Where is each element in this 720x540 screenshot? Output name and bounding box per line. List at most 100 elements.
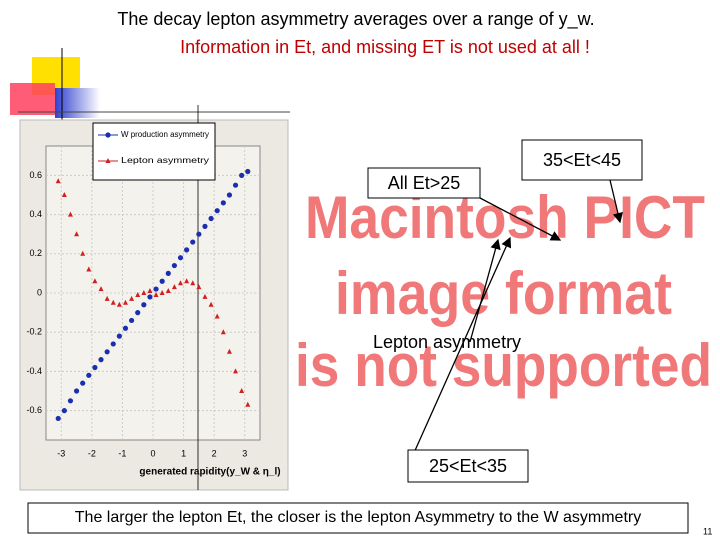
point: [214, 313, 220, 319]
deco-square: [10, 83, 55, 115]
placeholder-line: Macintosh PICT: [305, 184, 705, 251]
point: [239, 388, 245, 393]
arrows: [412, 179, 623, 456]
point: [147, 288, 153, 294]
point: [129, 317, 135, 324]
y-tick-label: 0.4: [29, 209, 42, 219]
label: 25<Et<35: [429, 456, 507, 476]
point: [61, 408, 67, 414]
point: [98, 286, 104, 292]
point: [122, 325, 129, 331]
x-tick-label: 1: [181, 448, 186, 458]
point: [245, 168, 251, 175]
point: [153, 286, 159, 292]
point: [61, 192, 67, 197]
point: [226, 192, 233, 198]
placeholder-line: is not supported: [295, 332, 712, 399]
point: [141, 302, 147, 308]
point: [214, 208, 220, 214]
y-tick-label: -0.2: [26, 327, 42, 337]
point: [239, 172, 245, 178]
label: 35<Et<45: [543, 150, 621, 170]
point: [116, 301, 122, 307]
x-tick-label: 2: [212, 448, 217, 458]
y-tick-label: -0.6: [26, 405, 42, 415]
point: [86, 372, 92, 378]
point: [55, 178, 61, 184]
point: [226, 348, 232, 354]
point: [245, 401, 251, 407]
point: [74, 231, 80, 237]
y-tick-label: 0.6: [29, 170, 42, 180]
label: All Et>25: [388, 173, 461, 193]
point: [67, 398, 74, 404]
arrow: [469, 238, 501, 343]
point: [190, 280, 196, 286]
label-box: [407, 449, 529, 483]
label-box: [367, 167, 481, 199]
point: [135, 310, 141, 316]
subtitle: Information in Et, and missing ET is not…: [180, 37, 590, 57]
point: [67, 211, 73, 217]
point: [202, 223, 208, 229]
point: [116, 333, 122, 339]
point: [220, 329, 226, 335]
point: [171, 284, 177, 290]
point: [184, 278, 190, 284]
point: [55, 415, 61, 422]
point: [232, 182, 239, 188]
point: [233, 368, 239, 374]
point: [129, 295, 135, 301]
point: [86, 266, 92, 272]
point: [110, 341, 116, 347]
y-tick-label: -0.4: [26, 366, 42, 376]
placeholder-line: image format: [335, 260, 672, 327]
point: [104, 295, 110, 301]
point: [208, 215, 214, 222]
arrow: [412, 236, 512, 456]
point: [147, 294, 153, 300]
point: [159, 290, 165, 295]
point: [177, 255, 184, 261]
x-axis-label: generated rapidity(y_W & η_l): [139, 467, 280, 478]
point: [80, 250, 86, 256]
point: [159, 278, 165, 284]
point: [80, 380, 86, 386]
point: [202, 293, 208, 299]
placeholder: Macintosh PICT image format is not suppo…: [295, 184, 712, 399]
page-number: 11: [703, 526, 712, 536]
point: [104, 349, 110, 355]
point: [184, 247, 190, 253]
x-tick-label: 0: [150, 448, 155, 458]
x-tick-label: -2: [88, 448, 96, 458]
point: [110, 299, 116, 305]
point: [196, 284, 202, 290]
point: [220, 200, 226, 206]
point: [165, 270, 171, 276]
legend-label: Lepton asymmetry: [121, 156, 209, 165]
point: [190, 239, 196, 245]
label-box: [521, 139, 643, 181]
point: [92, 278, 98, 284]
point: [196, 231, 202, 237]
point: [122, 299, 128, 305]
y-tick-label: 0: [37, 287, 42, 297]
point: [165, 288, 171, 294]
point: [92, 364, 98, 371]
y-tick-label: 0.2: [29, 248, 42, 258]
point: [135, 291, 141, 297]
arrow: [479, 197, 562, 241]
legend-label: W production asymmetry: [121, 130, 209, 139]
x-tick-label: 3: [242, 448, 247, 458]
point: [178, 280, 184, 286]
footer-box: [27, 502, 689, 534]
point: [98, 357, 104, 363]
legend-marker: [105, 132, 111, 138]
arrow: [609, 179, 623, 224]
legend-marker: [105, 158, 111, 163]
footer: The larger the lepton Et, the closer is …: [75, 509, 641, 526]
legend: [92, 122, 216, 181]
point: [153, 291, 159, 297]
label: Lepton asymmetry: [373, 332, 521, 352]
point: [73, 388, 80, 394]
